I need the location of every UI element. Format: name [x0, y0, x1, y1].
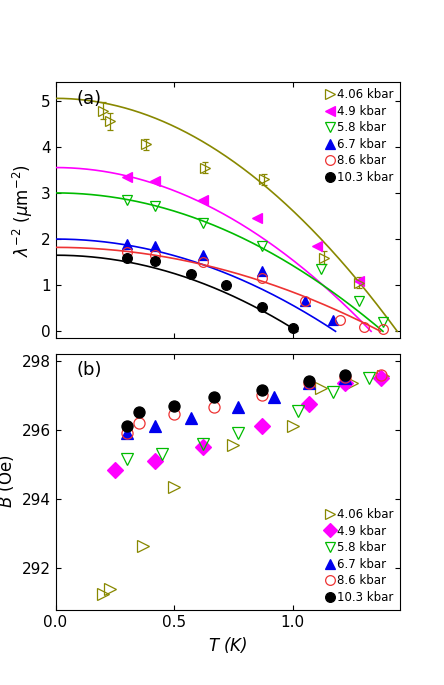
X-axis label: $T$ (K): $T$ (K) [208, 635, 247, 655]
Text: (b): (b) [76, 361, 102, 379]
Text: (a): (a) [76, 90, 101, 108]
Y-axis label: $\lambda^{-2}$ ($\mu$m$^{-2}$): $\lambda^{-2}$ ($\mu$m$^{-2}$) [11, 164, 36, 257]
Legend: 4.06 kbar, 4.9 kbar, 5.8 kbar, 6.7 kbar, 8.6 kbar, 10.3 kbar: 4.06 kbar, 4.9 kbar, 5.8 kbar, 6.7 kbar,… [324, 506, 396, 606]
Y-axis label: $B$ (Oe): $B$ (Oe) [0, 455, 16, 508]
Legend: 4.06 kbar, 4.9 kbar, 5.8 kbar, 6.7 kbar, 8.6 kbar, 10.3 kbar: 4.06 kbar, 4.9 kbar, 5.8 kbar, 6.7 kbar,… [324, 86, 396, 186]
